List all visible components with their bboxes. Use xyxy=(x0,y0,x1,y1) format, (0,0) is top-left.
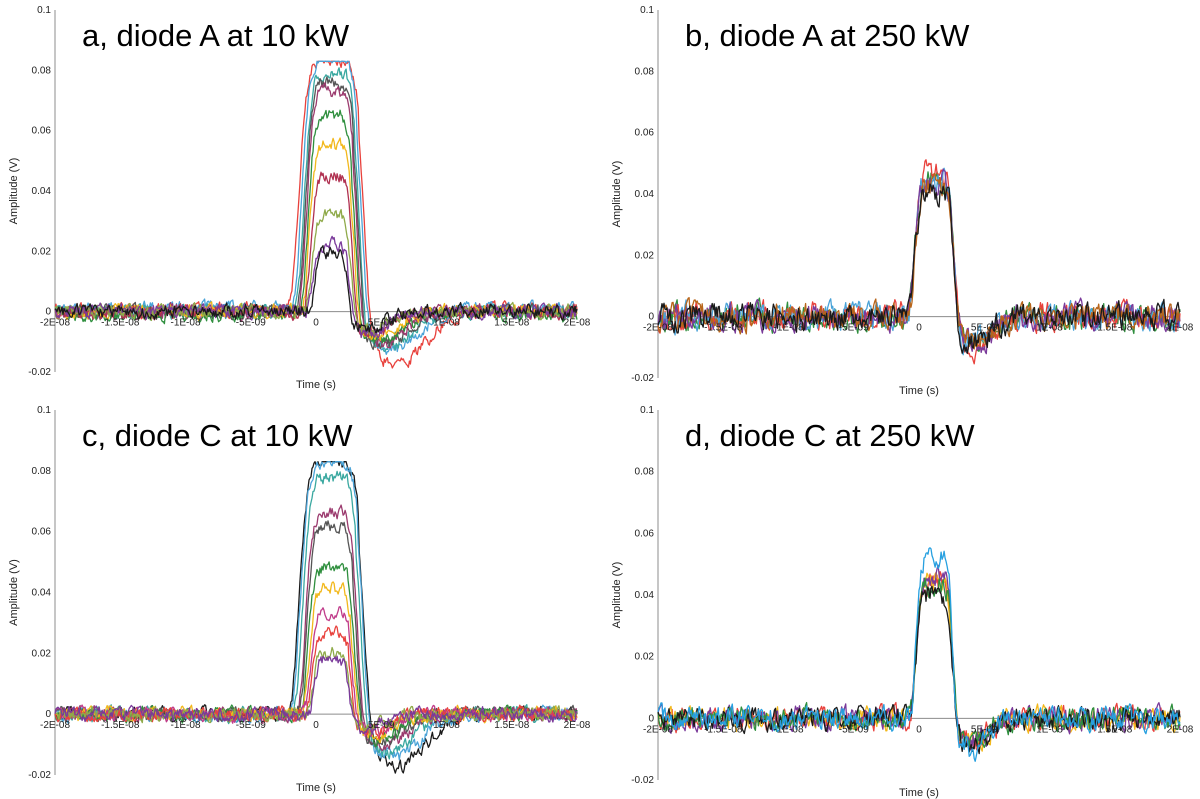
x-tick-label: -5E-09 xyxy=(839,724,869,735)
y-tick-label: -0.02 xyxy=(631,775,654,786)
y-tick-label: 0.06 xyxy=(635,528,655,539)
y-tick-label: 0.1 xyxy=(37,5,51,16)
x-axis-label: Time (s) xyxy=(296,379,336,391)
x-tick-label: -1E-08 xyxy=(773,724,803,735)
x-tick-label: 1.5E-08 xyxy=(1097,724,1132,735)
y-tick-label: 0 xyxy=(648,312,654,323)
series-line xyxy=(54,606,578,738)
x-tick-label: 1E-08 xyxy=(1036,724,1063,735)
series-line xyxy=(54,646,578,736)
panel-a: 0.1 0.08 0.06 0.04 0.02 0 -0.02 -2E-08 -1.5E-08 -… xyxy=(8,5,591,391)
x-tick-label: 0 xyxy=(916,724,922,735)
x-tick-label: 1.5E-08 xyxy=(494,318,529,329)
y-tick-label: 0.08 xyxy=(32,65,52,76)
y-tick-label: 0.04 xyxy=(635,590,655,601)
x-tick-label: -1.5E-08 xyxy=(704,323,743,334)
x-tick-label: -1.5E-08 xyxy=(704,724,743,735)
x-tick-label: -1E-08 xyxy=(170,318,200,329)
panel-title: a, diode A at 10 kW xyxy=(82,18,350,53)
y-tick-label: 0.06 xyxy=(32,126,52,137)
traces xyxy=(54,461,578,774)
y-axis-label: Amplitude (V) xyxy=(8,559,20,626)
x-tick-label: 2E-08 xyxy=(1167,323,1194,334)
y-tick-label: 0.02 xyxy=(32,246,52,257)
x-tick-label: -1E-08 xyxy=(773,323,803,334)
x-tick-label: -2E-08 xyxy=(643,724,673,735)
panel-c: 0.1 0.08 0.06 0.04 0.02 0 -0.02 -2E-08 -1.5E-08 -… xyxy=(8,405,591,794)
y-tick-label: -0.02 xyxy=(28,367,51,378)
x-tick-label: -1.5E-08 xyxy=(101,318,140,329)
panel-title: b, diode A at 250 kW xyxy=(685,18,970,53)
x-tick-label: -2E-08 xyxy=(643,323,673,334)
panel-b: 0.1 0.08 0.06 0.04 0.02 0 -0.02 -2E-08 -1.5E-08 -… xyxy=(611,5,1194,397)
x-tick-label: -5E-09 xyxy=(236,318,266,329)
series-line xyxy=(54,655,578,736)
panel-d: 0.1 0.08 0.06 0.04 0.02 0 -0.02 -2E-08 -1.5E-08 -… xyxy=(611,405,1194,799)
x-tick-label: 0 xyxy=(916,323,922,334)
y-axis-label: Amplitude (V) xyxy=(8,158,20,225)
y-tick-label: 0.02 xyxy=(635,250,655,261)
x-tick-label: -2E-08 xyxy=(40,318,70,329)
x-tick-label: -5E-09 xyxy=(236,720,266,731)
x-tick-label: 5E-09 xyxy=(971,724,998,735)
x-tick-label: 2E-08 xyxy=(1167,724,1194,735)
x-axis-label: Time (s) xyxy=(899,385,939,397)
y-axis-label: Amplitude (V) xyxy=(611,161,623,228)
y-tick-label: -0.02 xyxy=(631,373,654,384)
y-tick-label: 0.02 xyxy=(635,652,655,663)
y-tick-label: 0.06 xyxy=(635,128,655,139)
y-tick-label: 0.04 xyxy=(32,186,52,197)
y-tick-label: 0 xyxy=(45,307,51,318)
y-tick-label: 0.1 xyxy=(640,5,654,16)
x-tick-label: 0 xyxy=(313,318,319,329)
x-axis-label: Time (s) xyxy=(899,787,939,799)
traces xyxy=(657,159,1181,365)
panel-title: c, diode C at 10 kW xyxy=(82,418,353,453)
x-tick-label: 5E-09 xyxy=(368,720,395,731)
y-tick-label: 0.04 xyxy=(635,189,655,200)
panel-title: d, diode C at 250 kW xyxy=(685,418,975,453)
x-tick-label: -2E-08 xyxy=(40,720,70,731)
y-tick-label: 0 xyxy=(648,713,654,724)
x-tick-label: -1.5E-08 xyxy=(101,720,140,731)
y-tick-label: 0.1 xyxy=(37,405,51,416)
x-tick-label: 2E-08 xyxy=(564,720,591,731)
x-tick-label: -5E-09 xyxy=(839,323,869,334)
series-line xyxy=(657,547,1181,762)
series-line xyxy=(657,168,1181,355)
series-line xyxy=(657,585,1181,755)
x-tick-label: -1E-08 xyxy=(170,720,200,731)
x-tick-label: 1E-08 xyxy=(1036,323,1063,334)
y-axis-label: Amplitude (V) xyxy=(611,562,623,629)
x-tick-label: 1.5E-08 xyxy=(494,720,529,731)
y-tick-label: 0.08 xyxy=(635,467,655,478)
traces xyxy=(54,60,578,369)
y-tick-label: 0.02 xyxy=(32,648,52,659)
y-tick-label: 0.06 xyxy=(32,527,52,538)
y-tick-label: 0 xyxy=(45,709,51,720)
y-tick-label: -0.02 xyxy=(28,770,51,781)
x-tick-label: 1E-08 xyxy=(433,720,460,731)
x-tick-label: 5E-09 xyxy=(971,323,998,334)
traces xyxy=(657,547,1181,762)
y-tick-label: 0.04 xyxy=(32,588,52,599)
x-tick-label: 1.5E-08 xyxy=(1097,323,1132,334)
series-line xyxy=(657,183,1181,354)
y-tick-label: 0.08 xyxy=(635,66,655,77)
x-tick-label: 5E-09 xyxy=(368,318,395,329)
x-tick-label: 2E-08 xyxy=(564,318,591,329)
x-tick-label: 1E-08 xyxy=(433,318,460,329)
y-tick-label: 0.1 xyxy=(640,405,654,416)
series-line xyxy=(54,245,578,334)
x-axis-label: Time (s) xyxy=(296,782,336,794)
x-tick-label: 0 xyxy=(313,720,319,731)
y-tick-label: 0.08 xyxy=(32,466,52,477)
